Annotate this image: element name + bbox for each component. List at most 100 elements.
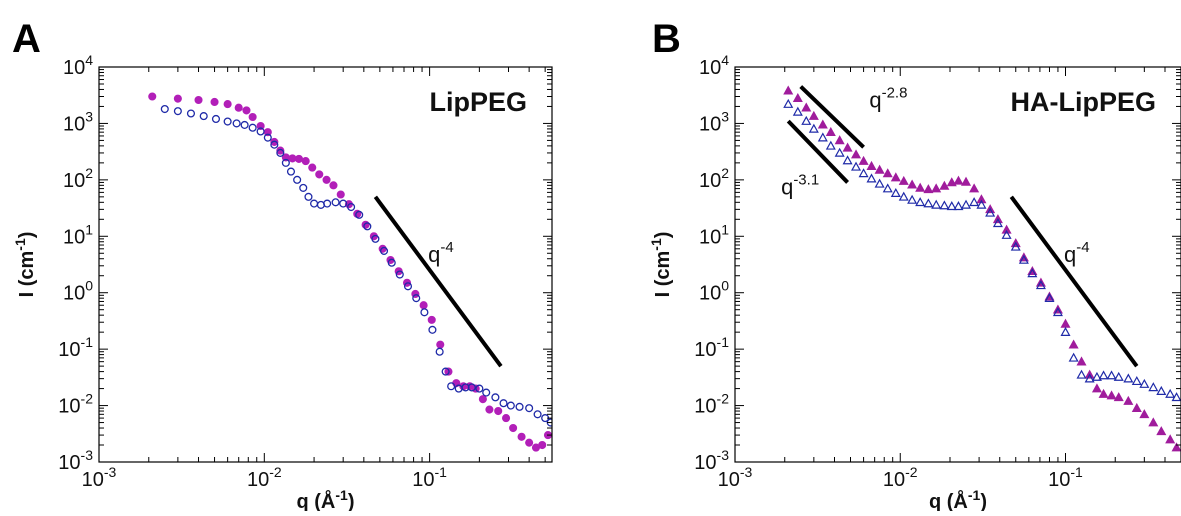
data-point — [915, 197, 926, 207]
data-point — [907, 194, 918, 204]
data-point — [199, 112, 208, 121]
data-point — [953, 175, 964, 185]
x-axis-title-base: q (Å — [296, 489, 335, 511]
tick-label-base: 10 — [63, 283, 85, 305]
data-point — [420, 308, 429, 317]
data-point — [436, 340, 445, 349]
data-point — [331, 198, 340, 207]
tick-label-exp: 0 — [85, 278, 93, 294]
panel-a: Aq-410-3 10-2 10-110410310210110010-110-21… — [12, 17, 553, 513]
reference-label-base: q — [1064, 242, 1076, 267]
data-point — [310, 199, 319, 208]
data-point — [898, 175, 909, 185]
reference-label: q-4 — [428, 239, 454, 267]
y-tick-label: 103 — [699, 108, 729, 135]
data-point — [985, 207, 996, 217]
panel-letter: A — [12, 17, 41, 61]
reference-line — [799, 85, 865, 149]
series-1 — [783, 98, 1181, 402]
data-point — [1091, 383, 1102, 393]
data-point — [976, 199, 987, 209]
data-point — [1098, 388, 1109, 398]
data-point — [969, 183, 980, 193]
x-axis-title: q (Å-1) — [929, 487, 987, 511]
tick-label-base: 10 — [1048, 469, 1070, 491]
tick-label-base: 10 — [699, 170, 721, 192]
data-point — [194, 95, 203, 105]
data-point — [173, 107, 182, 116]
data-point — [525, 404, 534, 413]
plot-frame — [734, 66, 1181, 463]
tick-label-exp: -1 — [717, 334, 730, 350]
reference-line — [786, 119, 850, 184]
data-point — [294, 154, 303, 163]
data-point — [939, 200, 950, 210]
data-point — [363, 222, 372, 231]
y-tick-label: 104 — [63, 52, 93, 79]
data-point — [1060, 326, 1071, 336]
data-point — [347, 202, 356, 212]
tick-label-exp: 1 — [721, 221, 729, 237]
y-axis-title-exp: -1 — [648, 238, 664, 251]
data-point — [186, 109, 196, 118]
data-point — [890, 187, 901, 198]
y-tick-label: 104 — [699, 52, 729, 79]
tick-label-base: 10 — [718, 469, 740, 491]
tick-label-exp: 3 — [85, 108, 93, 124]
data-point — [1131, 375, 1142, 386]
data-point — [1171, 392, 1181, 402]
data-point — [1060, 318, 1071, 328]
data-point — [858, 168, 869, 178]
data-point — [946, 177, 957, 187]
tick-label-base: 10 — [247, 469, 269, 491]
data-point — [435, 347, 444, 356]
data-point — [240, 120, 249, 129]
data-point — [323, 199, 332, 208]
data-point — [1139, 409, 1150, 419]
x-axis-title-base: q (Å — [929, 489, 968, 511]
data-point — [281, 158, 290, 167]
tick-label-exp: 0 — [721, 278, 729, 294]
data-point — [276, 148, 285, 157]
data-point — [1171, 442, 1181, 452]
data-point — [494, 406, 503, 416]
tick-label-exp: -1 — [435, 464, 448, 480]
chart-title: HA-LipPEG — [1011, 87, 1157, 117]
y-tick-label: 101 — [699, 221, 729, 248]
data-point — [946, 201, 957, 211]
x-axis-title-tail: ) — [348, 491, 355, 511]
reference-label-exp: -2.8 — [882, 85, 908, 102]
data-point — [263, 133, 272, 142]
tick-label-exp: -3 — [104, 464, 117, 480]
x-tick-label: 10-1 — [412, 464, 447, 491]
data-point — [301, 157, 310, 166]
y-axis-title-tail: ) — [16, 232, 38, 239]
y-tick-label: 102 — [63, 165, 93, 192]
reference-label: q-2.8 — [869, 85, 907, 113]
data-point — [1123, 373, 1134, 383]
y-tick-label: 10-3 — [694, 447, 729, 474]
tick-label-exp: -3 — [740, 464, 753, 480]
data-point — [533, 410, 542, 419]
data-point — [969, 197, 980, 207]
data-point — [1113, 392, 1124, 402]
tick-label-exp: 1 — [85, 221, 93, 237]
data-point — [1068, 352, 1079, 362]
data-point — [210, 97, 219, 107]
data-point — [801, 102, 812, 112]
y-axis-title: I (cm-1) — [648, 232, 674, 298]
data-point — [1076, 356, 1087, 366]
chart-title: LipPEG — [429, 87, 527, 117]
data-point — [1165, 388, 1176, 398]
data-point — [308, 163, 317, 172]
data-point — [825, 140, 836, 150]
data-point — [517, 432, 526, 441]
data-point — [1106, 390, 1117, 400]
data-point — [992, 218, 1003, 228]
data-point — [1123, 395, 1134, 405]
reference-label: q-4 — [1064, 239, 1090, 267]
data-point — [783, 98, 794, 108]
data-point — [447, 382, 456, 391]
